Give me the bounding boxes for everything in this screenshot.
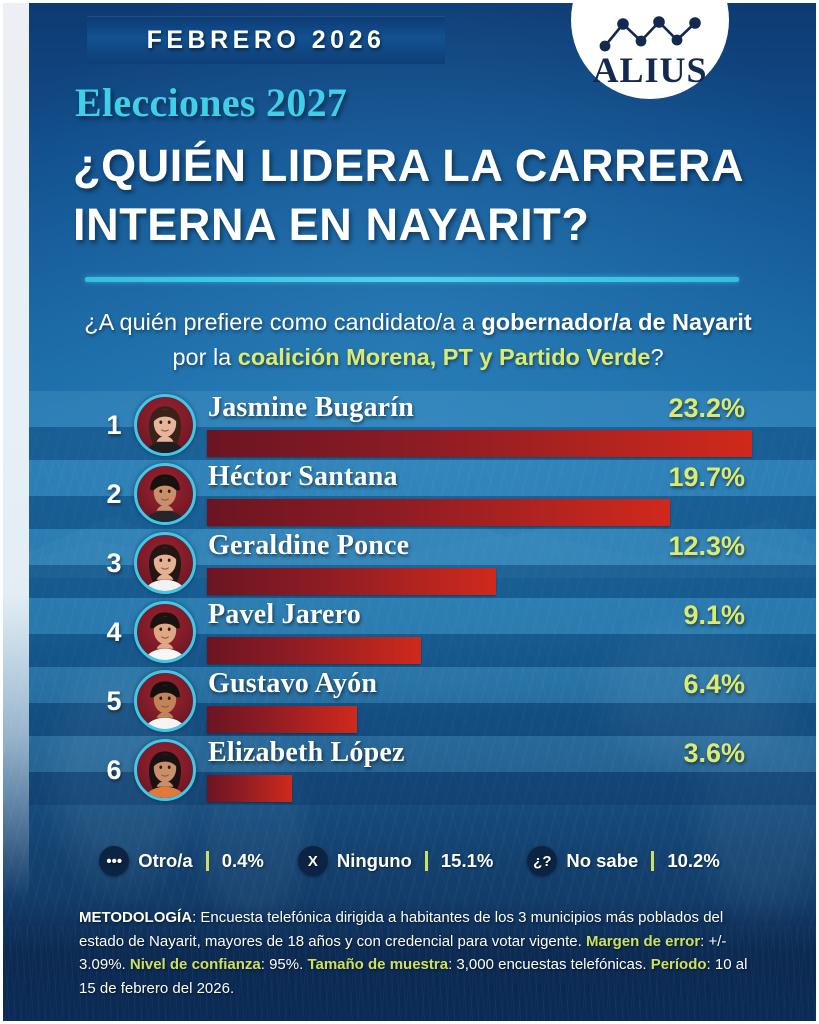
portrait-icon <box>144 544 186 591</box>
candidate-avatar <box>134 601 196 663</box>
methodology-text-1: : Encuesta telefónica dirigida a habitan… <box>79 909 724 950</box>
divider <box>85 277 739 282</box>
candidate-rank: 3 <box>106 548 122 578</box>
candidate-bar-track <box>207 775 752 802</box>
candidate-percentage: 12.3% <box>668 531 745 561</box>
legend-chip: X Ninguno 15.1% <box>297 846 494 876</box>
date-banner-label: FEBRERO 2026 <box>146 25 386 54</box>
candidate-ranking-list: 1 Jasmine Bugarín 23.2% 2 Héctor Santana 19.7… <box>3 391 816 805</box>
candidate-avatar <box>134 463 196 525</box>
legend-chip: ¿? No sabe 10.2% <box>527 846 720 876</box>
legend-chip-separator <box>424 851 428 871</box>
x-mark-icon: X <box>297 846 328 876</box>
date-banner: FEBRERO 2026 <box>87 16 445 64</box>
candidate-name: Pavel Jarero <box>208 599 361 630</box>
legend-chip: ••• Otro/a 0.4% <box>99 846 264 876</box>
question-part-2: por la <box>172 343 238 370</box>
candidate-row: 3 Geraldine Ponce 12.3% <box>3 529 816 598</box>
ellipsis-icon: ••• <box>99 846 130 876</box>
candidate-rank: 1 <box>106 410 122 440</box>
candidate-avatar <box>134 670 196 732</box>
background-bottom-fade <box>3 901 816 1021</box>
question-part-3: ? <box>650 343 664 370</box>
candidate-percentage: 23.2% <box>668 393 745 423</box>
candidate-percentage: 9.1% <box>683 600 745 630</box>
candidate-bar-fill <box>207 568 496 595</box>
methodology-highlight-period: Período <box>650 956 707 974</box>
candidate-bar-fill <box>207 775 292 802</box>
portrait-icon <box>144 681 186 729</box>
candidate-rank: 6 <box>106 755 122 785</box>
portrait-icon <box>144 612 186 660</box>
logo-wordmark: ALIUS <box>592 49 708 90</box>
other-options-legend: ••• Otro/a 0.4% X Ninguno 15.1% ¿? No sabe 10.2% <box>3 846 816 876</box>
portrait-icon <box>144 406 186 453</box>
candidate-name: Geraldine Ponce <box>208 530 410 561</box>
legend-chip-label: Ninguno <box>336 850 412 871</box>
candidate-name: Héctor Santana <box>208 461 398 492</box>
question-part-1: ¿A quién prefiere como candidato/a a <box>84 309 482 335</box>
candidate-bar-track <box>207 430 752 457</box>
logo-network-icon <box>599 16 701 52</box>
alius-logo-badge: ALIUS <box>571 3 729 99</box>
headline-line-2: INTERNA EN NAYARIT? <box>73 199 590 251</box>
legend-chip-label: Otro/a <box>138 850 193 871</box>
background-left-white-band <box>3 3 29 1021</box>
candidate-name: Elizabeth López <box>208 737 405 768</box>
poll-question: ¿A quién prefiere como candidato/a a gob… <box>73 305 763 375</box>
methodology-text-3: : 95%. <box>260 956 308 974</box>
methodology-highlight-confidence: Nivel de confianza <box>129 956 261 974</box>
methodology-text-2: : +/- 3.09%. <box>79 932 727 974</box>
candidate-avatar <box>134 739 196 801</box>
candidate-bar-fill <box>207 637 421 664</box>
portrait-icon <box>144 751 186 798</box>
candidate-row: 5 Gustavo Ayón 6.4% <box>3 667 816 736</box>
question-bold-1: gobernador/a de Nayarit <box>481 309 752 335</box>
methodology-note: METODOLOGÍA: Encuesta telefónica dirigid… <box>79 906 749 1001</box>
methodology-text-4: : 3,000 encuestas telefónicas. <box>448 956 651 974</box>
candidate-row: 2 Héctor Santana 19.7% <box>3 460 816 529</box>
methodology-highlight-sample: Tamaño de muestra <box>307 956 449 974</box>
headline-line-1: ¿QUIÉN LIDERA LA CARRERA <box>73 140 745 191</box>
candidate-name: Gustavo Ayón <box>208 668 378 699</box>
legend-chip-value: 0.4% <box>221 850 264 871</box>
candidate-bar-track <box>207 637 752 664</box>
question-highlight-1: coalición Morena, PT y Partido Verde <box>237 343 651 370</box>
candidate-bar-fill <box>207 706 358 733</box>
candidate-bar-fill <box>207 499 670 526</box>
candidate-row: 4 Pavel Jarero 9.1% <box>3 598 816 667</box>
legend-chip-separator <box>205 851 209 871</box>
page-title: ¿QUIÉN LIDERA LA CARRERA INTERNA EN NAYA… <box>73 136 763 255</box>
candidate-percentage: 3.6% <box>683 738 745 768</box>
candidate-percentage: 6.4% <box>683 669 745 699</box>
candidate-bar-fill <box>207 430 752 457</box>
candidate-rank: 2 <box>106 479 122 509</box>
candidate-avatar <box>134 532 196 594</box>
candidate-name: Jasmine Bugarín <box>208 392 415 423</box>
methodology-text-5: : 10 al 15 de febrero del 2026. <box>79 956 748 998</box>
candidate-rank: 5 <box>106 686 122 716</box>
methodology-label: METODOLOGÍA <box>79 909 193 926</box>
legend-chip-separator <box>651 851 655 871</box>
candidate-percentage: 19.7% <box>668 462 745 492</box>
portrait-icon <box>144 474 186 522</box>
candidate-row: 6 Elizabeth López 3.6% <box>3 736 816 805</box>
candidate-avatar <box>134 394 196 456</box>
legend-chip-label: No sabe <box>566 850 639 871</box>
legend-chip-value: 15.1% <box>440 850 494 871</box>
methodology-highlight-margin: Margen de error <box>585 932 701 950</box>
question-mark-icon: ¿? <box>527 846 558 876</box>
legend-chip-value: 10.2% <box>667 850 720 871</box>
candidate-bar-track <box>207 706 752 733</box>
candidate-bar-track <box>207 568 752 595</box>
candidate-bar-track <box>207 499 752 526</box>
kicker-elecciones: Elecciones 2027 <box>75 80 348 125</box>
background-grass-texture <box>3 926 816 1021</box>
candidate-row: 1 Jasmine Bugarín 23.2% <box>3 391 816 460</box>
candidate-rank: 4 <box>106 617 122 647</box>
